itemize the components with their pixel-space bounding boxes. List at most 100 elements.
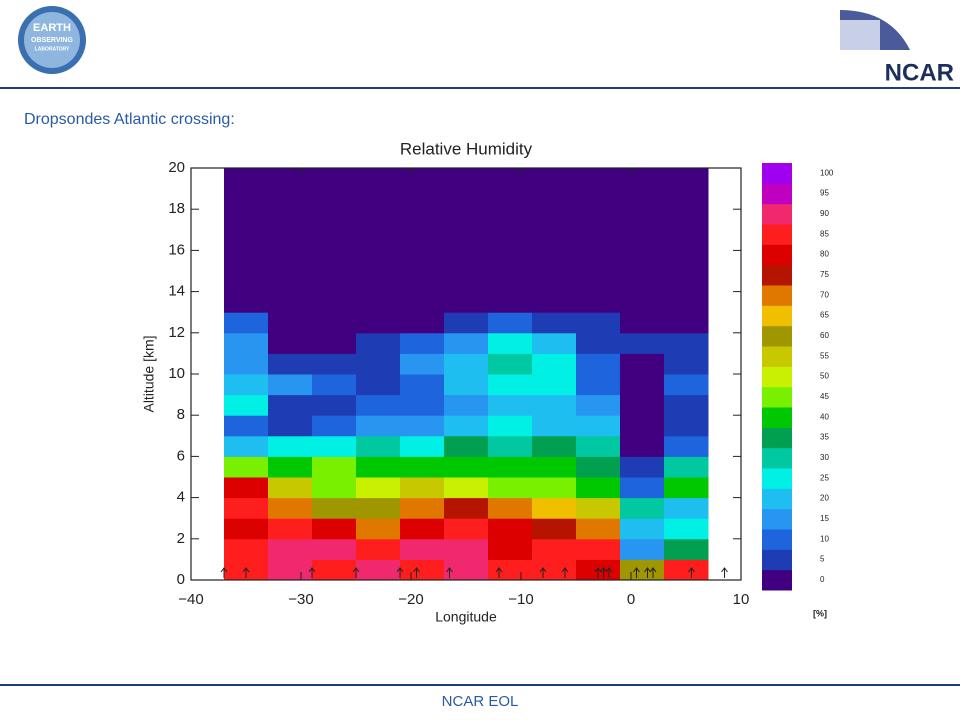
colorbar-block xyxy=(762,203,792,225)
rh-cell xyxy=(400,168,445,190)
rh-cell xyxy=(620,374,665,396)
x-tick-label: 10 xyxy=(733,591,750,608)
rh-cell xyxy=(664,332,709,354)
rh-cell xyxy=(444,188,489,210)
rh-cell xyxy=(488,538,533,560)
rh-cell xyxy=(400,353,445,375)
rh-cell xyxy=(488,250,533,272)
rh-cell xyxy=(532,188,577,210)
rh-cell xyxy=(356,271,401,293)
rh-cell xyxy=(532,518,577,540)
rh-cell xyxy=(312,291,357,313)
rh-cell xyxy=(620,250,665,272)
logo-text: EARTH xyxy=(33,22,71,34)
rh-cell xyxy=(268,477,313,499)
colorbar-block xyxy=(762,346,792,367)
rh-cell xyxy=(356,188,401,210)
rh-cell xyxy=(268,415,313,437)
rh-cell xyxy=(664,518,709,540)
colorbar-tick-label: 70 xyxy=(820,290,829,299)
rh-cell xyxy=(356,168,401,190)
rh-cell xyxy=(620,312,665,334)
rh-cell xyxy=(532,559,577,581)
sonde-arrow xyxy=(649,567,657,578)
rh-cell xyxy=(224,312,269,334)
rh-cell xyxy=(444,168,489,190)
rh-cell xyxy=(224,518,269,540)
sonde-arrow xyxy=(688,567,695,578)
rh-cell xyxy=(356,435,401,457)
rh-cell xyxy=(576,250,621,272)
rh-cell xyxy=(664,394,709,416)
sonde-arrow xyxy=(600,567,607,578)
rh-cell xyxy=(664,456,709,478)
slide-title: Dropsondes Atlantic crossing: xyxy=(24,111,235,128)
sonde-arrow xyxy=(242,567,250,578)
rh-cell xyxy=(488,312,533,334)
rh-cell xyxy=(400,518,445,540)
rh-cell xyxy=(576,209,621,231)
rh-cell xyxy=(224,291,269,313)
rh-cell xyxy=(576,168,621,190)
rh-cell xyxy=(576,435,621,457)
rh-cell xyxy=(224,188,269,210)
rh-cell xyxy=(400,271,445,293)
rh-cell xyxy=(444,435,489,457)
sonde-arrow xyxy=(308,567,316,578)
rh-cell xyxy=(312,538,357,560)
y-tick-label: 4 xyxy=(177,489,185,506)
rh-cell xyxy=(400,497,445,519)
colorbar-tick-label: 25 xyxy=(820,473,829,482)
rh-cell xyxy=(488,518,533,540)
rh-cell xyxy=(268,188,313,210)
rh-cell xyxy=(532,353,577,375)
rh-cell xyxy=(444,374,489,396)
rh-cell xyxy=(356,209,401,231)
colorbar-block xyxy=(762,407,792,428)
rh-cell xyxy=(664,250,709,272)
eol-logo: EARTH OBSERVING LABORATORY xyxy=(18,6,86,74)
rh-cell xyxy=(488,229,533,251)
colorbar-block xyxy=(762,569,792,591)
rh-cell xyxy=(620,188,665,210)
y-tick-label: 10 xyxy=(168,365,185,382)
rh-cell xyxy=(356,291,401,313)
rh-cell xyxy=(356,415,401,437)
colorbar-tick-label: 100 xyxy=(820,168,834,177)
rh-cell xyxy=(664,168,709,190)
rh-cell xyxy=(224,374,269,396)
colorbar-block xyxy=(762,468,792,489)
rh-cell xyxy=(224,250,269,272)
colorbar-block xyxy=(762,305,792,327)
rh-cell xyxy=(312,435,357,457)
sonde-arrow xyxy=(644,567,651,578)
ncar-brand: NCAR xyxy=(885,59,954,86)
rh-cell xyxy=(400,559,445,581)
sonde-arrow xyxy=(594,567,602,578)
colorbar-tick-label: 55 xyxy=(820,351,829,360)
rh-cell xyxy=(664,435,709,457)
rh-cell xyxy=(488,374,533,396)
colorbar-block xyxy=(762,549,792,571)
rh-cell xyxy=(312,456,357,478)
sonde-arrow xyxy=(220,567,228,578)
colorbar-block xyxy=(762,366,792,388)
sonde-arrow xyxy=(352,567,360,578)
rh-cell xyxy=(444,291,489,313)
colorbar-tick-label: 65 xyxy=(820,311,829,320)
colorbar-tick-label: 40 xyxy=(820,412,829,421)
rh-cell xyxy=(488,353,533,375)
rh-cell xyxy=(444,518,489,540)
rh-cell xyxy=(488,291,533,313)
colorbar-tick-label: 85 xyxy=(820,229,829,238)
colorbar-block xyxy=(762,529,792,550)
y-axis-label: Altitude [km] xyxy=(141,335,157,412)
rh-cell xyxy=(620,394,665,416)
colorbar-tick-label: 90 xyxy=(820,209,829,218)
rh-cell xyxy=(444,559,489,581)
rh-cell xyxy=(444,250,489,272)
colorbar-block xyxy=(762,264,792,286)
rh-cell xyxy=(620,435,665,457)
rh-cell xyxy=(268,332,313,354)
